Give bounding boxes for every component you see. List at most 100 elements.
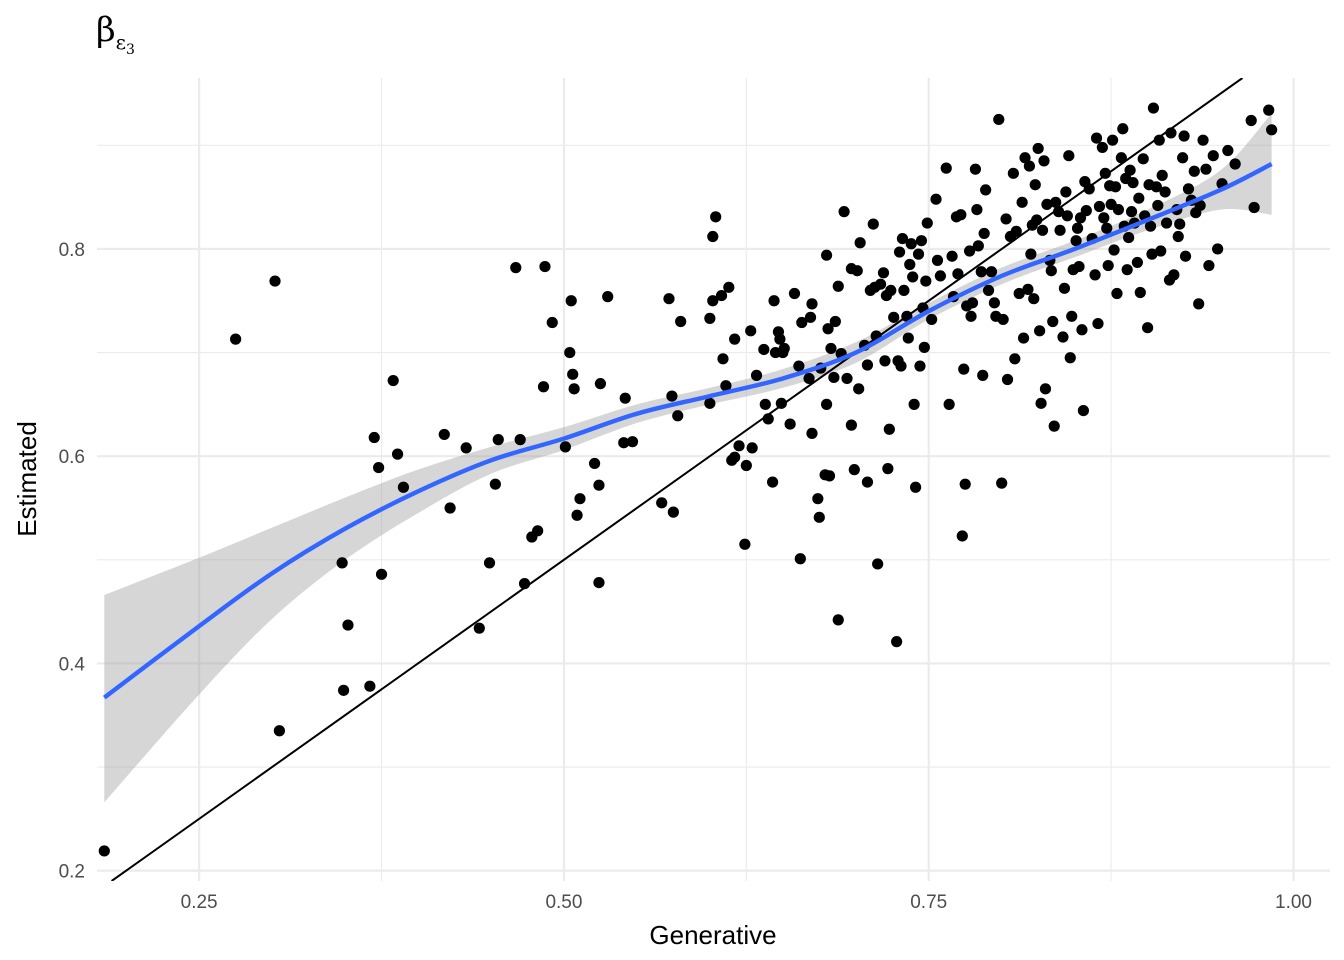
data-point (1101, 222, 1113, 234)
data-point (845, 419, 857, 431)
data-point (872, 558, 884, 570)
y-tick-label: 0.2 (59, 862, 85, 883)
data-point (1063, 150, 1075, 162)
data-point (971, 203, 983, 216)
data-point (965, 310, 977, 322)
data-point (874, 278, 887, 290)
data-point (1073, 260, 1085, 273)
data-point (806, 298, 818, 310)
data-point (338, 684, 350, 696)
data-point (1057, 331, 1069, 343)
data-point (943, 398, 955, 410)
data-point (952, 268, 964, 280)
data-point (778, 342, 790, 355)
data-point (387, 374, 399, 387)
y-axis-ticks: 0.2 0.4 0.6 0.8 (59, 240, 86, 883)
data-point (704, 397, 716, 409)
data-point (1099, 167, 1111, 179)
data-point (1092, 317, 1104, 330)
data-point (666, 390, 678, 402)
data-point (822, 323, 834, 335)
data-point (977, 369, 989, 381)
data-point (1102, 259, 1114, 272)
data-point (723, 281, 735, 293)
data-point (1200, 163, 1212, 175)
data-point (1127, 177, 1139, 189)
data-points (98, 102, 1278, 857)
data-point (956, 530, 968, 542)
data-point (539, 260, 551, 273)
data-point (717, 353, 729, 365)
data-point (626, 436, 639, 448)
data-point (1083, 183, 1095, 195)
data-point (784, 418, 796, 430)
data-point (1197, 134, 1209, 146)
data-point (565, 295, 577, 307)
data-point (832, 614, 844, 626)
identity-line (111, 78, 1244, 881)
data-point (568, 383, 580, 395)
data-point (934, 270, 947, 282)
data-point (559, 441, 571, 453)
data-point (1168, 269, 1180, 281)
data-point (958, 363, 970, 375)
data-point (898, 284, 910, 297)
data-point (1160, 217, 1173, 229)
data-point (514, 434, 526, 446)
data-point (532, 525, 544, 537)
data-point (1000, 213, 1012, 225)
data-point (518, 578, 531, 590)
data-point (460, 442, 472, 454)
data-point (1152, 199, 1164, 212)
data-point (729, 333, 741, 345)
data-point (1146, 248, 1158, 260)
data-point (1023, 160, 1036, 172)
data-point (342, 619, 354, 631)
data-point (593, 576, 605, 589)
data-point (885, 284, 897, 297)
y-tick-label: 0.6 (59, 447, 85, 468)
data-point (985, 266, 998, 278)
data-point (1245, 114, 1257, 127)
data-point (982, 284, 995, 297)
data-point (877, 267, 890, 279)
data-point (1182, 183, 1195, 195)
data-point (336, 557, 348, 569)
x-tick-label: 0.75 (910, 892, 947, 913)
data-point (762, 413, 774, 425)
data-point (492, 434, 504, 446)
data-point (1203, 259, 1215, 272)
data-point (1121, 264, 1133, 276)
data-point (1229, 158, 1241, 170)
data-point (1032, 142, 1044, 155)
data-point (1222, 144, 1234, 157)
data-point (1098, 212, 1110, 224)
data-point (1070, 235, 1082, 247)
data-point (1054, 224, 1066, 236)
data-point (796, 316, 808, 329)
data-point (98, 845, 110, 857)
data-point (1041, 198, 1053, 211)
data-point (978, 227, 990, 240)
data-point (1172, 230, 1184, 243)
data-point (1009, 353, 1021, 365)
data-point (882, 463, 894, 475)
data-point (571, 509, 583, 521)
data-point (364, 680, 376, 692)
data-point (803, 372, 815, 385)
data-point (619, 392, 631, 404)
data-point (1038, 155, 1050, 167)
data-point (546, 316, 558, 329)
data-point (1047, 315, 1059, 328)
data-point (1016, 196, 1028, 208)
data-point (720, 380, 732, 392)
data-point (1137, 153, 1149, 165)
data-point (1109, 181, 1122, 193)
data-point (851, 265, 863, 277)
data-point (1035, 397, 1047, 409)
data-point (510, 262, 522, 274)
data-point (656, 497, 668, 509)
data-point (828, 371, 840, 384)
data-point (564, 346, 576, 359)
data-point (931, 254, 944, 266)
